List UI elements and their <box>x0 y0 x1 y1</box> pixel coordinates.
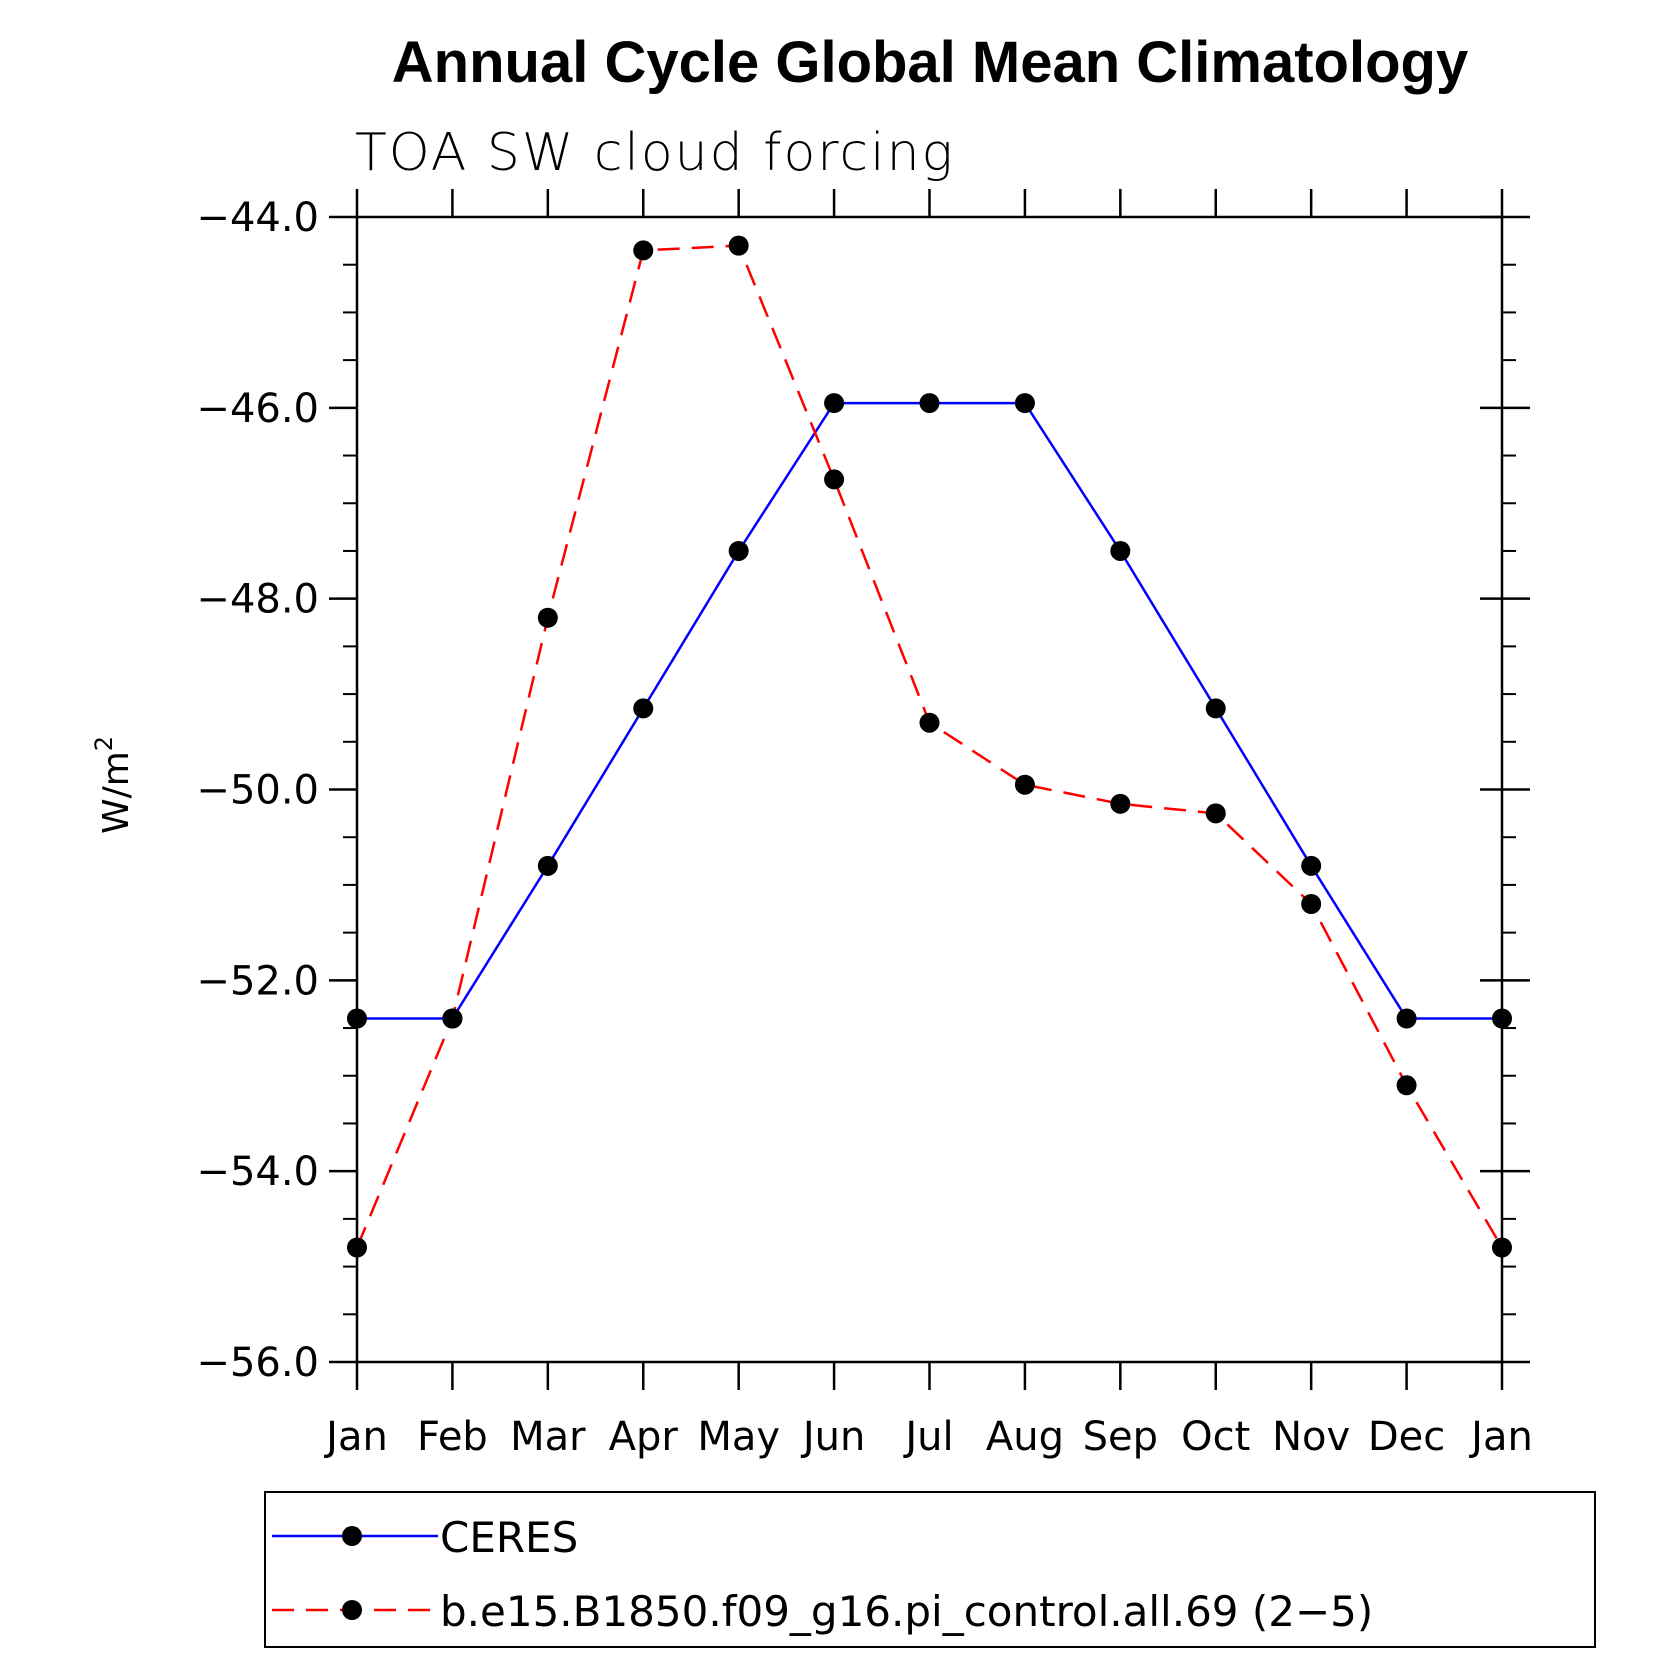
plot-frame <box>355 215 1504 1364</box>
data-point-1 <box>537 607 558 628</box>
y-tick-label: −54.0 <box>196 1149 319 1195</box>
data-point-0 <box>1301 855 1322 876</box>
data-point-0 <box>824 393 845 414</box>
data-point-0 <box>919 393 940 414</box>
y-axis-label: W/m2 <box>90 736 137 834</box>
data-point-0 <box>1110 540 1131 561</box>
chart-title: Annual Cycle Global Mean Climatology <box>392 30 1468 95</box>
x-tick-label: Aug <box>986 1414 1064 1460</box>
x-tick-label: Jan <box>1468 1414 1533 1460</box>
data-point-0 <box>633 698 654 719</box>
data-point-1 <box>1014 774 1035 795</box>
data-point-1 <box>1301 894 1322 914</box>
y-tick-label: −44.0 <box>196 195 319 241</box>
chart-subtitle: TOA SW cloud forcing <box>355 123 955 183</box>
data-point-1 <box>824 469 845 490</box>
legend-label-model: b.e15.B1850.f09_g16.pi_control.all.69 (2… <box>440 1587 1373 1636</box>
x-tick-label: May <box>697 1414 780 1460</box>
x-tick-label: Jul <box>902 1414 953 1460</box>
data-point-1 <box>728 235 749 256</box>
data-point-0 <box>1014 393 1035 414</box>
svg-text:W/m2: W/m2 <box>90 736 137 834</box>
x-tick-label: Jun <box>800 1414 866 1460</box>
x-tick-label: Apr <box>609 1414 679 1460</box>
data-point-1 <box>1205 803 1226 824</box>
legend-label-ceres: CERES <box>440 1513 578 1562</box>
data-point-1 <box>1396 1075 1417 1096</box>
x-tick-label: Jan <box>323 1414 388 1460</box>
legend-marker-model <box>342 1600 362 1620</box>
data-point-1 <box>442 1008 463 1029</box>
y-axis-label-text: W/m <box>96 751 137 834</box>
y-tick-label: −48.0 <box>196 577 319 623</box>
data-point-1 <box>919 712 940 733</box>
y-tick-labels: −44.0 −46.0 −48.0 −50.0 −52.0 −54.0 −56.0 <box>196 195 319 1386</box>
legend-box <box>264 1491 1596 1648</box>
data-point-0 <box>1396 1008 1417 1029</box>
x-tick-label: Nov <box>1272 1414 1350 1460</box>
legend: CERES b.e15.B1850.f09_g16.pi_control.all… <box>264 1491 1596 1648</box>
x-tick-label: Oct <box>1181 1414 1250 1460</box>
y-tick-label: −46.0 <box>196 386 319 432</box>
legend-marker-ceres <box>342 1526 362 1546</box>
y-tick-label: −56.0 <box>196 1340 319 1386</box>
y-axis-label-superscript: 2 <box>90 736 118 751</box>
data-point-1 <box>633 240 654 261</box>
data-point-1 <box>1110 793 1131 814</box>
x-tick-labels: Jan Feb Mar Apr May Jun Jul Aug Sep Oct Nov Dec Jan <box>323 1414 1533 1460</box>
data-point-0 <box>537 855 558 876</box>
data-point-0 <box>728 540 749 561</box>
x-tick-label: Sep <box>1083 1414 1158 1460</box>
y-tick-label: −52.0 <box>196 958 319 1004</box>
axis-ticks <box>329 189 1530 1390</box>
series-line-0 <box>357 401 1502 1020</box>
data-point-0 <box>1205 698 1226 719</box>
x-tick-label: Feb <box>417 1414 488 1460</box>
x-tick-label: Dec <box>1368 1414 1445 1460</box>
x-tick-label: Mar <box>510 1414 586 1460</box>
y-tick-label: −50.0 <box>196 768 319 814</box>
series-markers <box>347 235 1512 1258</box>
